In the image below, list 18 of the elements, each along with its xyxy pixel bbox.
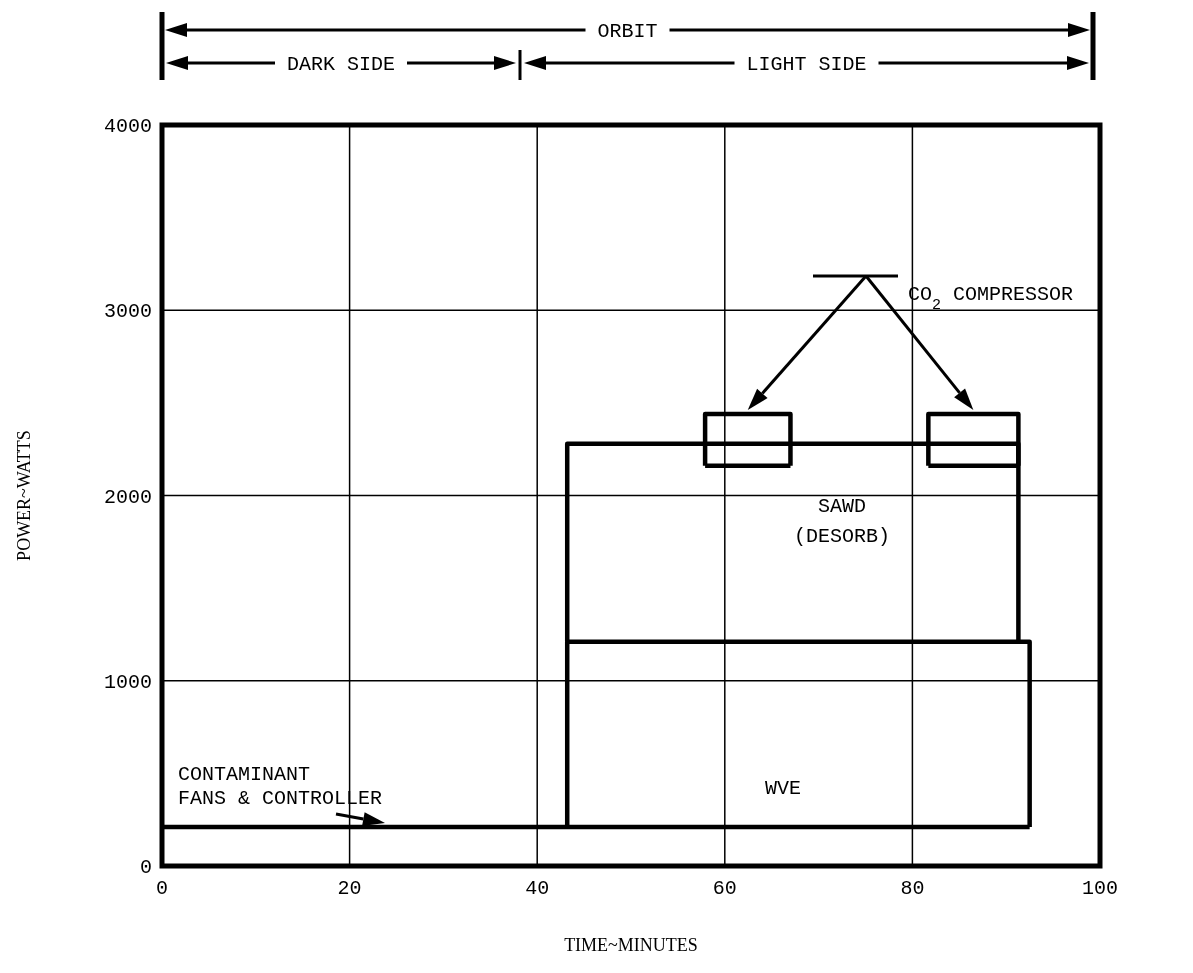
annotation: SAWD (DESORB)	[793, 495, 891, 548]
y-tick-label: 3000	[103, 300, 152, 324]
text: DARK SIDE	[286, 53, 396, 76]
y-tick-label: 0	[139, 856, 152, 879]
y-axis-title: POWER~WATTS	[14, 430, 34, 561]
y-tick-label: 1000	[103, 670, 152, 694]
x-tick-label: 80	[900, 877, 925, 900]
x-tick-label: 100	[1081, 877, 1119, 900]
y-tick-label: 4000	[103, 115, 152, 138]
x-tick-label: 0	[155, 877, 169, 900]
text: LIGHT SIDE	[746, 53, 867, 76]
y-tick-label: 2000	[103, 485, 152, 509]
x-tick-label: 20	[337, 877, 362, 900]
annotation: WVE	[764, 777, 802, 800]
x-tick-label: 40	[525, 877, 550, 900]
x-tick-label: 60	[712, 877, 737, 900]
text: ORBIT	[597, 20, 658, 43]
x-axis-title: TIME~MINUTES	[564, 935, 698, 955]
